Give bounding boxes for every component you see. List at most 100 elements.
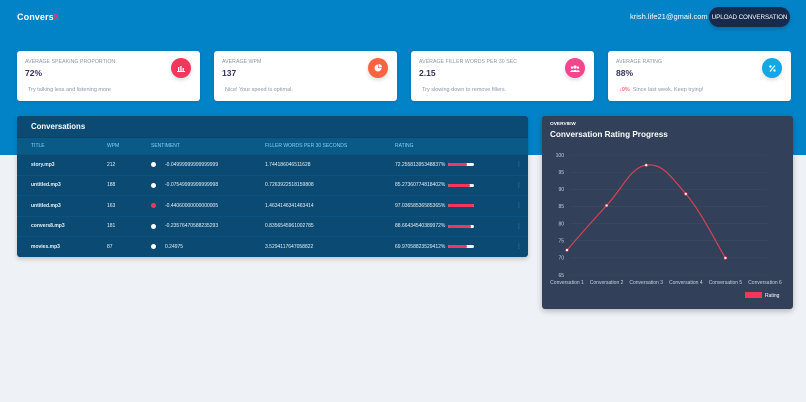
- stat-value: 88%: [616, 68, 634, 78]
- user-email[interactable]: krish.life21@gmail.com: [630, 12, 708, 21]
- table-row[interactable]: untitled.mp3 188 -0.07549999999999998 0.…: [17, 174, 528, 196]
- row-filler: 3.5294117647058822: [265, 243, 314, 250]
- row-title[interactable]: story.mp3: [31, 161, 55, 168]
- sentiment-dot-icon: [151, 244, 156, 250]
- x-tick-label: Conversation 6: [748, 280, 782, 286]
- y-tick-label: 90: [558, 187, 564, 193]
- legend-swatch[interactable]: [745, 292, 762, 298]
- table-row[interactable]: untitled.mp3 163 -0.44060000000000005 1.…: [17, 195, 528, 216]
- row-wpm: 188: [107, 182, 116, 189]
- conversations-title: Conversations: [17, 116, 528, 138]
- row-title[interactable]: untitled.mp3: [31, 182, 61, 189]
- y-tick-label: 70: [558, 256, 564, 262]
- data-point[interactable]: [684, 192, 688, 196]
- stat-value: 72%: [25, 68, 43, 78]
- sentiment-dot-icon: [151, 203, 156, 209]
- table-row[interactable]: convers8.mp3 181 -0.23576470588235293 0.…: [17, 215, 528, 237]
- rating-change-note: Since last week. Keep trying!: [632, 87, 704, 93]
- stat-note: Try slowing down to remove fillers.: [422, 87, 507, 93]
- rating-progress-bar: [448, 163, 475, 167]
- y-tick-label: 80: [558, 221, 564, 227]
- stat-label: AVERAGE RATING: [616, 59, 663, 65]
- stat-note: Try talking less and listening more: [28, 87, 111, 93]
- y-tick-label: 95: [558, 170, 564, 176]
- stat-note: ↓9% Since last week. Keep trying!: [619, 87, 703, 93]
- row-menu-icon[interactable]: ⋮: [516, 162, 522, 169]
- row-title[interactable]: convers8.mp3: [31, 223, 65, 230]
- row-rating: 97.03658536585365%: [395, 202, 446, 209]
- stat-label: AVERAGE FILLER WORDS PER 30 SEC: [419, 59, 518, 65]
- column-wpm[interactable]: WPM: [107, 143, 120, 149]
- row-wpm: 87: [107, 243, 113, 250]
- data-point[interactable]: [723, 256, 728, 260]
- x-tick-label: Conversation 4: [669, 280, 703, 286]
- stat-value: 137: [222, 68, 237, 78]
- row-wpm: 163: [107, 202, 116, 209]
- rating-change: 9%: [621, 87, 630, 93]
- percent-icon: [762, 58, 782, 78]
- column-rating[interactable]: RATING: [395, 143, 414, 149]
- data-point[interactable]: [644, 163, 648, 167]
- row-title[interactable]: movies.mp3: [31, 243, 60, 250]
- data-point[interactable]: [565, 248, 569, 252]
- row-rating: 88.66434540389972%: [395, 223, 446, 230]
- sentiment-dot-icon: [151, 182, 156, 188]
- stat-card-filler-words: AVERAGE FILLER WORDS PER 30 SEC 2.15 Try…: [411, 51, 594, 101]
- brand-logo[interactable]: Convers8: [17, 12, 59, 22]
- row-sentiment: -0.23576470588235293: [165, 223, 219, 230]
- x-tick-label: Conversation 5: [709, 280, 743, 286]
- row-rating: 72.25581395348837%: [395, 161, 446, 168]
- stat-card-speaking-proportion: AVERAGE SPEAKING PROPORTION 72% Try talk…: [17, 51, 200, 101]
- chart-title: Conversation Rating Progress: [550, 130, 668, 139]
- column-filler-words[interactable]: FILLER WORDS PER 30 SECONDS: [265, 143, 348, 149]
- row-sentiment: 0.24975: [165, 243, 184, 250]
- row-sentiment: -0.07549999999999998: [165, 182, 219, 189]
- row-sentiment: -0.44060000000000005: [165, 202, 219, 209]
- row-menu-icon[interactable]: ⋮: [516, 182, 522, 189]
- x-tick-label: Conversation 2: [590, 280, 624, 286]
- arrow-down-icon: ↓9%: [619, 87, 630, 93]
- y-tick-label: 75: [558, 239, 564, 245]
- brand-accent: 8: [53, 12, 59, 22]
- rating-progress-bar: [448, 224, 475, 228]
- stat-card-average-rating: AVERAGE RATING 88% ↓9% Since last week. K…: [608, 51, 791, 101]
- row-rating: 69.97058823529412%: [395, 243, 446, 250]
- overview-label: OVERVIEW: [550, 122, 576, 127]
- upload-conversation-button[interactable]: UPLOAD CONVERSATION: [709, 7, 790, 27]
- row-sentiment: -0.04999999999999999: [165, 161, 219, 168]
- stat-label: AVERAGE SPEAKING PROPORTION: [25, 59, 116, 65]
- row-wpm: 212: [107, 161, 116, 168]
- users-icon: [565, 58, 585, 78]
- conversations-panel: Conversations TITLE WPM SENTIMENT FILLER…: [17, 116, 528, 257]
- sentiment-dot-icon: [151, 162, 156, 168]
- stat-value: 2.15: [419, 68, 436, 78]
- rating-progress-bar: [448, 204, 475, 208]
- x-tick-label: Conversation 1: [550, 280, 584, 286]
- row-title[interactable]: untitled.mp3: [31, 202, 61, 209]
- table-row[interactable]: movies.mp3 87 0.24975 3.5294117647058822…: [17, 236, 528, 257]
- row-filler: 0.7263922518159808: [265, 182, 314, 189]
- rating-line: [566, 164, 726, 259]
- stat-note: Nice! Your speed is optimal.: [225, 87, 293, 93]
- table-header: TITLE WPM SENTIMENT FILLER WORDS PER 30 …: [17, 138, 528, 154]
- sentiment-dot-icon: [151, 223, 156, 229]
- row-rating: 85.27360774818402%: [395, 182, 446, 189]
- row-menu-icon[interactable]: ⋮: [516, 223, 522, 230]
- legend-label[interactable]: Rating: [765, 293, 780, 299]
- y-tick-label: 65: [558, 273, 564, 279]
- stat-label: AVERAGE WPM: [222, 59, 262, 65]
- data-point[interactable]: [604, 203, 609, 208]
- row-menu-icon[interactable]: ⋮: [516, 203, 522, 210]
- rating-progress-bar: [448, 183, 475, 187]
- y-tick-label: 100: [556, 153, 565, 159]
- y-tick-label: 85: [558, 204, 564, 210]
- pie-chart-icon: [368, 58, 388, 78]
- row-filler: 1.744186046511628: [265, 161, 311, 168]
- column-title[interactable]: TITLE: [31, 143, 45, 149]
- row-menu-icon[interactable]: ⋮: [516, 244, 522, 251]
- row-wpm: 181: [107, 223, 116, 230]
- table-row[interactable]: story.mp3 212 -0.04999999999999999 1.744…: [17, 154, 528, 175]
- brand-text: Convers: [17, 12, 54, 22]
- column-sentiment[interactable]: SENTIMENT: [151, 143, 180, 149]
